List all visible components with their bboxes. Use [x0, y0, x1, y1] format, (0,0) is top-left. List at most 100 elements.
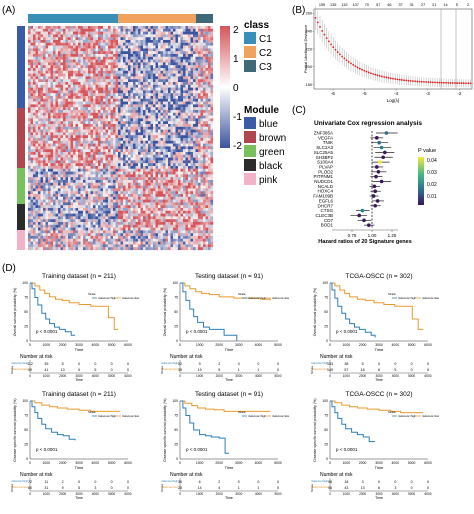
- heatmap-cell: [155, 96, 159, 99]
- heatmap-cell: [98, 146, 101, 150]
- heatmap-cell: [175, 121, 179, 125]
- heatmap-cell: [185, 149, 189, 153]
- heatmap-cell: [203, 115, 206, 119]
- heatmap-cell: [153, 171, 156, 175]
- heatmap-cell: [125, 28, 129, 32]
- heatmap-cell: [125, 51, 129, 55]
- heatmap-cell: [70, 34, 74, 38]
- heatmap-cell: [35, 118, 39, 122]
- heatmap-cell: [33, 135, 36, 139]
- heatmap-cell: [78, 54, 81, 57]
- heatmap-cell: [125, 56, 129, 60]
- heatmap-cell: [43, 213, 46, 217]
- heatmap-cell: [118, 180, 121, 183]
- heatmap-cell: [30, 84, 34, 88]
- heatmap-cell: [75, 168, 79, 172]
- heatmap-cell: [40, 54, 44, 57]
- heatmap-cell: [35, 154, 39, 158]
- heatmap-cell: [203, 202, 206, 206]
- heatmap-cell: [115, 31, 119, 35]
- heatmap-cell: [83, 68, 86, 71]
- heatmap-cell: [203, 101, 206, 105]
- heatmap-cell: [195, 121, 199, 125]
- heatmap-cell: [133, 185, 136, 189]
- heatmap-cell: [148, 177, 151, 181]
- heatmap-cell: [130, 98, 134, 102]
- heatmap-cell: [178, 157, 181, 161]
- heatmap-cell: [125, 174, 129, 178]
- heatmap-cell: [173, 177, 176, 181]
- heatmap-cell: [135, 202, 139, 206]
- heatmap-cell: [163, 48, 166, 52]
- heatmap-cell: [198, 182, 201, 186]
- heatmap-cell: [173, 182, 176, 186]
- heatmap-cell: [153, 138, 156, 141]
- heatmap-cell: [95, 143, 99, 147]
- heatmap-cell: [170, 202, 174, 206]
- heatmap-cell: [138, 54, 141, 57]
- heatmap-cell: [148, 84, 151, 88]
- heatmap-cell: [75, 177, 79, 181]
- heatmap-cell: [183, 194, 186, 197]
- heatmap-cell: [93, 90, 96, 94]
- heatmap-cell: [200, 45, 204, 49]
- heatmap-cell: [33, 140, 36, 144]
- heatmap-cell: [175, 104, 179, 108]
- heatmap-cell: [73, 101, 76, 105]
- heatmap-cell: [65, 163, 69, 167]
- heatmap-cell: [50, 84, 54, 88]
- heatmap-cell: [163, 115, 166, 119]
- heatmap-cell: [63, 87, 66, 91]
- heatmap-cell: [203, 48, 206, 52]
- heatmap-cell: [50, 177, 54, 181]
- heatmap-cell: [30, 146, 34, 150]
- heatmap-cell: [43, 87, 46, 91]
- heatmap-cell: [170, 180, 174, 183]
- heatmap-cell: [165, 54, 169, 57]
- heatmap-cell: [158, 96, 161, 99]
- heatmap-cell: [170, 107, 174, 111]
- heatmap-cell: [63, 129, 66, 133]
- heatmap-cell: [45, 82, 49, 85]
- heatmap-cell: [203, 110, 206, 113]
- heatmap-cell: [65, 68, 69, 71]
- heatmap-cell: [128, 62, 131, 66]
- heatmap-cell: [195, 87, 199, 91]
- heatmap-cell: [48, 54, 51, 57]
- heatmap-cell: [65, 37, 69, 41]
- heatmap-cell: [85, 168, 89, 172]
- heatmap-cell: [60, 62, 64, 66]
- heatmap-cell: [93, 168, 96, 172]
- heatmap-cell: [145, 180, 149, 183]
- heatmap-cell: [155, 26, 159, 29]
- heatmap-cell: [85, 146, 89, 150]
- heatmap-cell: [145, 174, 149, 178]
- heatmap-cell: [68, 68, 71, 71]
- heatmap-cell: [123, 138, 126, 141]
- heatmap-cell: [210, 140, 214, 144]
- heatmap-cell: [75, 76, 79, 80]
- heatmap-cell: [165, 34, 169, 38]
- heatmap-cell: [125, 98, 129, 102]
- heatmap-cell: [33, 73, 36, 77]
- heatmap-cell: [30, 40, 34, 43]
- heatmap-cell: [35, 73, 39, 77]
- heatmap-cell: [98, 160, 101, 164]
- heatmap-cell: [93, 171, 96, 175]
- heatmap-cell: [173, 51, 176, 55]
- heatmap-cell: [190, 177, 194, 181]
- heatmap-cell: [58, 188, 61, 192]
- heatmap-cell: [128, 104, 131, 108]
- heatmap-cell: [190, 65, 194, 69]
- heatmap-cell: [135, 194, 139, 197]
- heatmap-cell: [63, 93, 66, 97]
- heatmap-cell: [170, 118, 174, 122]
- heatmap-cell: [210, 168, 214, 172]
- heatmap-cell: [145, 107, 149, 111]
- heatmap-cell: [60, 101, 64, 105]
- heatmap-cell: [108, 26, 111, 29]
- heatmap-cell: [55, 54, 59, 57]
- heatmap-cell: [120, 26, 124, 29]
- heatmap-cell: [120, 87, 124, 91]
- heatmap-cell: [113, 118, 116, 122]
